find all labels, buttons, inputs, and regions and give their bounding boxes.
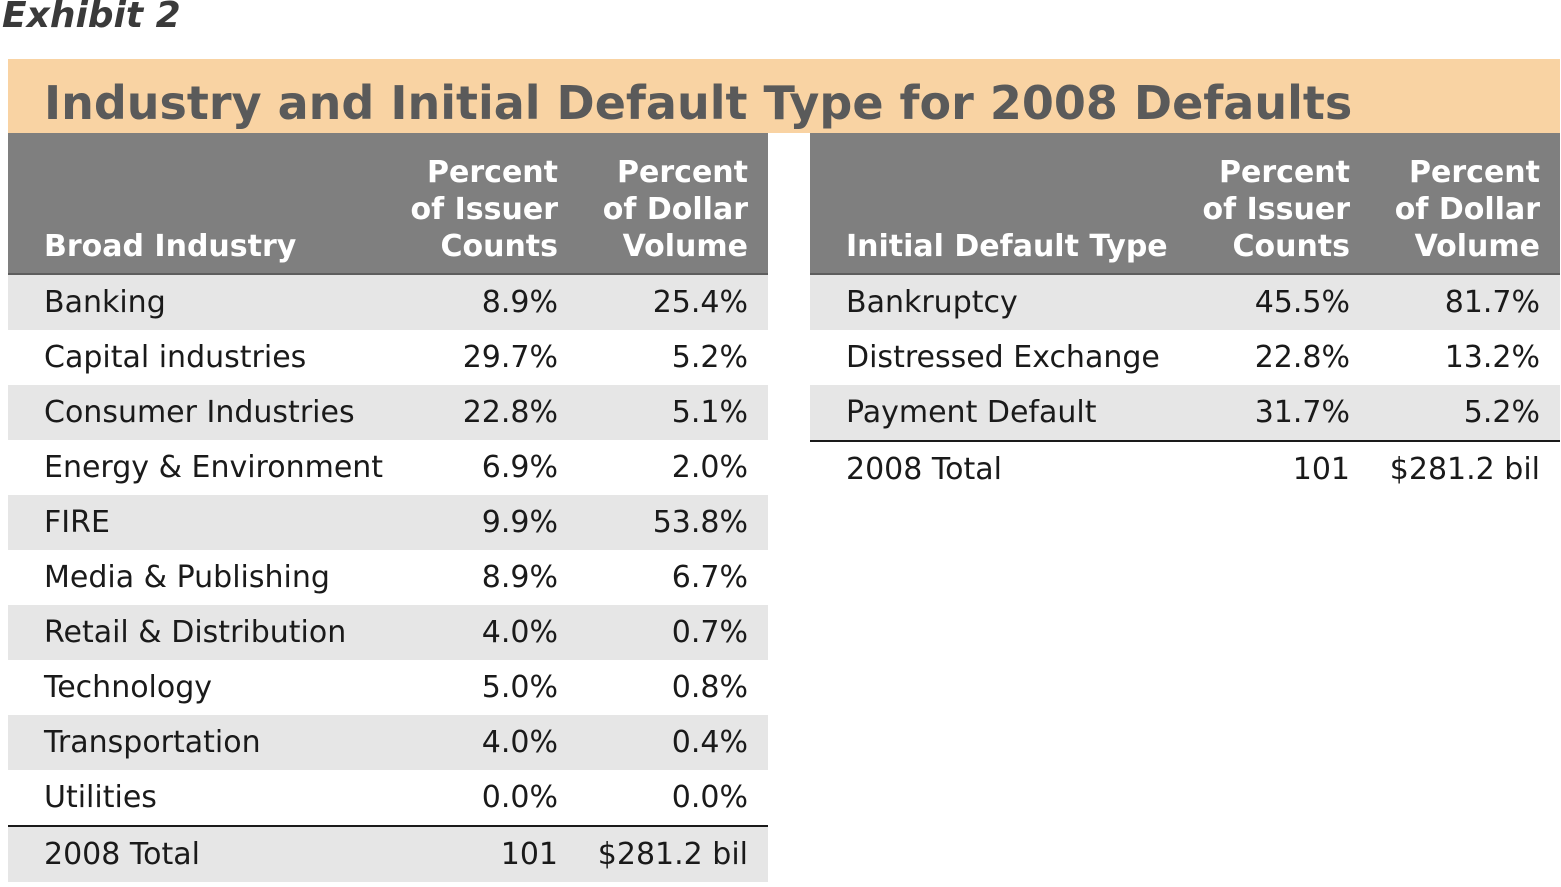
header-row: Broad Industry Percent of Issuer Counts Pe…: [8, 133, 768, 274]
table-row: Payment Default 31.7% 5.2%: [810, 385, 1560, 441]
issuer-count-cell: 9.9%: [388, 495, 578, 550]
table-row: Retail & Distribution 4.0% 0.7%: [8, 605, 768, 660]
issuer-count-cell: 29.7%: [462, 340, 558, 375]
column-header-issuer-counts: Percent of Issuer Counts: [388, 133, 578, 274]
total-row: 2008 Total 101 $281.2 bil: [8, 825, 768, 882]
dollar-volume-cell: 2.0%: [671, 450, 748, 485]
table-row: Media & Publishing 8.9% 6.7%: [8, 550, 768, 605]
column-header-dollar-volume: Percent of Dollar Volume: [578, 133, 768, 274]
title-band: Industry and Initial Default Type for 20…: [8, 59, 1560, 133]
default-type-table: Initial Default Type Percent of Issuer Cou…: [810, 133, 1560, 497]
table-row: Capital industries 29.7% 5.2%: [8, 330, 768, 385]
row-label: FIRE: [8, 495, 388, 550]
dollar-volume-cell: 13.2%: [1444, 340, 1540, 375]
column-header-issuer-counts: Percent of Issuer Counts: [1180, 133, 1370, 274]
table-row: Technology 5.0% 0.8%: [8, 660, 768, 715]
row-label: Bankruptcy: [810, 274, 1180, 330]
header-line: Volume: [1414, 229, 1540, 264]
issuer-count-cell: 6.9%: [481, 450, 558, 485]
row-label: 2008 Total: [8, 825, 388, 882]
dollar-volume-cell: 0.0%: [671, 780, 748, 815]
row-label: Utilities: [44, 780, 157, 815]
header-line: Counts: [440, 229, 558, 264]
table-row: Utilities 0.0% 0.0%: [8, 770, 768, 826]
table-row: Banking 8.9% 25.4%: [8, 274, 768, 330]
dollar-volume-cell: $281.2 bil: [1370, 440, 1560, 497]
issuer-count-cell: 0.0%: [481, 780, 558, 815]
row-label: Technology: [44, 670, 213, 705]
dollar-volume-cell: 0.7%: [578, 605, 768, 660]
dollar-volume-cell: 0.8%: [671, 670, 748, 705]
dollar-volume-cell: 5.1%: [578, 385, 768, 440]
row-label: Consumer Industries: [8, 385, 388, 440]
issuer-count-cell: 22.8%: [388, 385, 578, 440]
header-line: of Issuer: [1202, 192, 1350, 227]
issuer-count-cell: 101: [388, 825, 578, 882]
header-line: Counts: [1232, 229, 1350, 264]
row-label: Capital industries: [44, 340, 307, 375]
table-title: Industry and Initial Default Type for 20…: [44, 76, 1353, 130]
column-header-dollar-volume: Percent of Dollar Volume: [1370, 133, 1560, 274]
header-line: Broad Industry: [44, 229, 297, 264]
dollar-volume-cell: 6.7%: [671, 560, 748, 595]
header-line: Percent: [1219, 155, 1350, 190]
table-body: Banking 8.9% 25.4% Capital industries 29.7% 5…: [8, 274, 768, 882]
row-label: 2008 Total: [810, 440, 1180, 497]
header-line: Percent: [427, 155, 558, 190]
issuer-count-cell: 4.0%: [388, 715, 578, 770]
header-line: Volume: [622, 229, 748, 264]
table-body: Bankruptcy 45.5% 81.7% Distressed Exchange 2…: [810, 274, 1560, 497]
row-label: Media & Publishing: [44, 560, 330, 595]
issuer-count-cell: 45.5%: [1180, 274, 1370, 330]
dollar-volume-cell: 5.2%: [1370, 385, 1560, 441]
row-label: Retail & Distribution: [8, 605, 388, 660]
exhibit-label: Exhibit 2: [2, 0, 181, 36]
issuer-count-cell: 8.9%: [481, 560, 558, 595]
header-line: of Dollar: [602, 192, 748, 227]
table-row: Energy & Environment 6.9% 2.0%: [8, 440, 768, 495]
column-header-broad-industry: Broad Industry: [8, 133, 388, 274]
total-row: 2008 Total 101 $281.2 bil: [810, 440, 1560, 497]
header-row: Initial Default Type Percent of Issuer Cou…: [810, 133, 1560, 274]
table-row: Distressed Exchange 22.8% 13.2%: [810, 330, 1560, 385]
table-row: Bankruptcy 45.5% 81.7%: [810, 274, 1560, 330]
issuer-count-cell: 22.8%: [1254, 340, 1350, 375]
dollar-volume-cell: 81.7%: [1370, 274, 1560, 330]
header-line: Initial Default Type: [846, 229, 1168, 264]
issuer-count-cell: 5.0%: [481, 670, 558, 705]
dollar-volume-cell: 5.2%: [671, 340, 748, 375]
dollar-volume-cell: $281.2 bil: [578, 825, 768, 882]
dollar-volume-cell: 0.4%: [578, 715, 768, 770]
issuer-count-cell: 101: [1180, 440, 1370, 497]
industry-table: Broad Industry Percent of Issuer Counts Pe…: [8, 133, 768, 882]
row-label: Distressed Exchange: [846, 340, 1160, 375]
row-label: Energy & Environment: [44, 450, 384, 485]
table-row: Consumer Industries 22.8% 5.1%: [8, 385, 768, 440]
header-line: of Dollar: [1394, 192, 1540, 227]
issuer-count-cell: 31.7%: [1180, 385, 1370, 441]
table-row: FIRE 9.9% 53.8%: [8, 495, 768, 550]
row-label: Banking: [8, 274, 388, 330]
header-line: Percent: [1409, 155, 1540, 190]
column-header-initial-default-type: Initial Default Type: [810, 133, 1180, 274]
table-row: Transportation 4.0% 0.4%: [8, 715, 768, 770]
dollar-volume-cell: 53.8%: [578, 495, 768, 550]
row-label: Payment Default: [810, 385, 1180, 441]
row-label: Transportation: [8, 715, 388, 770]
issuer-count-cell: 8.9%: [388, 274, 578, 330]
dollar-volume-cell: 25.4%: [578, 274, 768, 330]
issuer-count-cell: 4.0%: [388, 605, 578, 660]
header-line: Percent: [617, 155, 748, 190]
header-line: of Issuer: [410, 192, 558, 227]
